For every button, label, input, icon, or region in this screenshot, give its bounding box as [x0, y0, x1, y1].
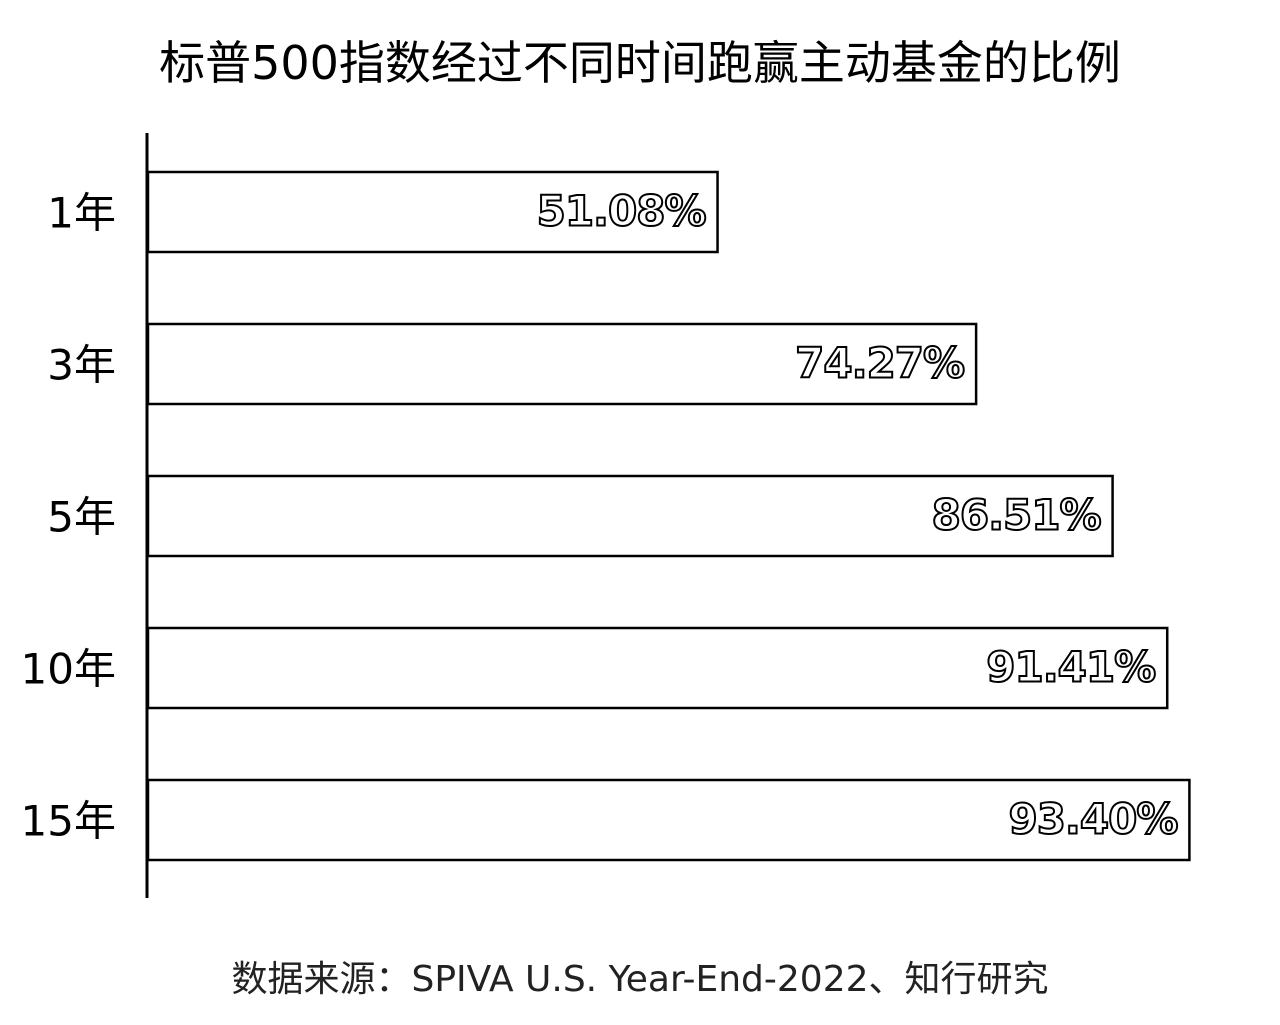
chart-title: 标普500指数经过不同时间跑赢主动基金的比例 [159, 36, 1121, 90]
value-label-5年: 86.51% [932, 491, 1101, 540]
value-labels-layer: 51.08% 74.27% 86.51% 91.41% 93.40% [536, 186, 1180, 845]
category-label-5年: 5年 [47, 493, 116, 542]
bar-10年 [146, 626, 1169, 710]
value-label-10年: 91.41% [986, 643, 1155, 692]
bar-3年 [146, 322, 978, 406]
bar-1年 [146, 170, 719, 254]
bar-15年 [146, 778, 1191, 862]
value-label-3年: 74.27% [795, 339, 964, 388]
value-label-1年: 51.08% [537, 187, 706, 236]
category-tick-labels-layer: 1年 3年 5年 10年 15年 [21, 189, 116, 846]
category-label-10年: 10年 [21, 645, 116, 694]
category-label-3年: 3年 [47, 341, 116, 390]
bars-layer [146, 170, 1191, 862]
bar-5年 [146, 474, 1114, 558]
category-label-15年: 15年 [21, 797, 116, 846]
value-label-15年: 93.40% [1008, 795, 1177, 844]
source-note: 数据来源：SPIVA U.S. Year-End-2022、知行研究 [231, 959, 1049, 1000]
category-label-1年: 1年 [47, 189, 116, 238]
